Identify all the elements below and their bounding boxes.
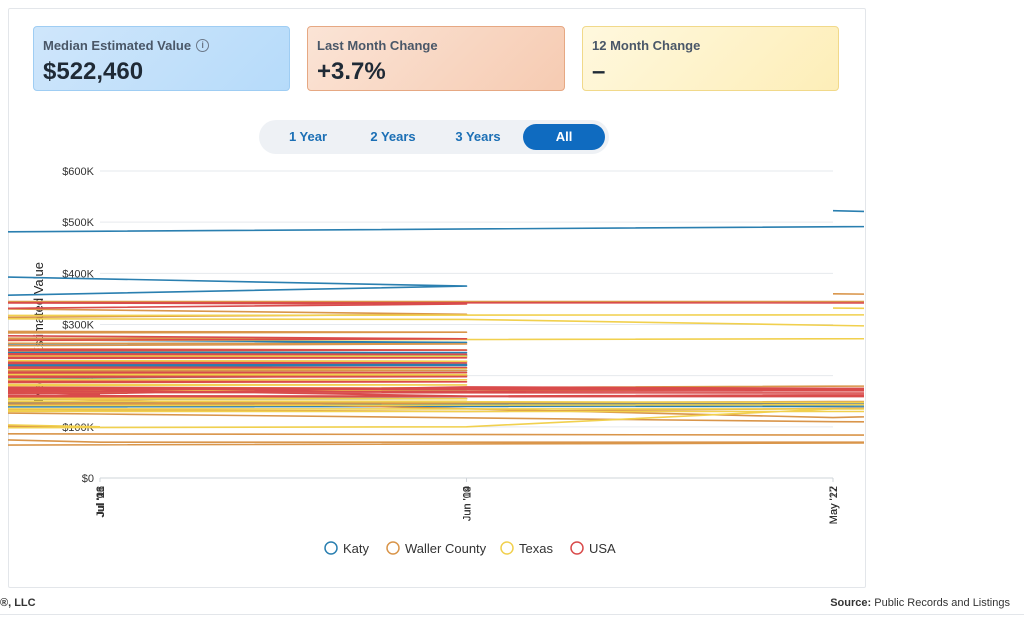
range-all-button[interactable]: All	[523, 124, 605, 150]
x-tick-label: Jul '16	[95, 486, 107, 517]
legend-label: Texas	[519, 541, 553, 556]
legend-label: USA	[589, 541, 616, 556]
range-1-year-button[interactable]: 1 Year	[288, 129, 328, 144]
grid-lines	[100, 170, 833, 479]
twelve-month-change-label: 12 Month Change	[592, 38, 701, 53]
last-month-change-label: Last Month Change	[317, 38, 438, 53]
x-tick-label: Jun '14	[462, 486, 474, 521]
bottom-divider	[0, 614, 1024, 615]
median-value-card: Median Estimated Value i $522,460	[33, 26, 290, 91]
legend: Katy Waller County Texas USA	[324, 541, 616, 556]
source-label: Source:	[830, 597, 872, 609]
y-axis-ticks: $0$100K$200K$300K$400K$500K$600K	[62, 166, 94, 485]
y-tick-label: $0	[82, 473, 94, 485]
y-tick-label: $500K	[62, 217, 94, 229]
median-value: $522,460	[43, 58, 144, 85]
y-tick-label: $400K	[62, 268, 94, 280]
last-month-change-card: Last Month Change +3.7%	[307, 26, 565, 91]
y-tick-label: $600K	[62, 166, 94, 178]
median-value-label-row: Median Estimated Value i	[43, 38, 280, 53]
legend-label: Katy	[343, 541, 370, 556]
x-tick-label: Jul '21	[95, 486, 107, 517]
info-icon[interactable]: i	[196, 39, 210, 52]
legend-swatch	[386, 541, 400, 555]
x-tick-label: May '12	[828, 486, 840, 524]
legend-item-waller-county[interactable]: Waller County	[386, 541, 487, 556]
median-value-label: Median Estimated Value	[43, 38, 192, 53]
x-tick-label: May '22	[828, 486, 840, 524]
x-axis-ticks: Jul '08Jan '09Jun '09Nov '09Apr '10Sep '…	[95, 478, 840, 524]
legend-item-texas[interactable]: Texas	[500, 541, 553, 556]
time-range-selector: 1 Year 2 Years 3 Years All	[259, 120, 609, 154]
legend-item-usa[interactable]: USA	[570, 541, 616, 556]
copyright-text: ®, LLC	[0, 597, 36, 609]
range-2-years-button[interactable]: 2 Years	[370, 129, 416, 144]
series-lines	[8, 209, 864, 449]
source-value: Public Records and Listings	[874, 597, 1010, 609]
series-line-waller-county[interactable]	[8, 293, 864, 449]
source-note: Source: Public Records and Listings	[830, 597, 1010, 609]
series-line-katy[interactable]	[8, 209, 864, 408]
legend-item-katy[interactable]: Katy	[324, 541, 370, 556]
legend-swatch	[500, 541, 514, 555]
x-tick-label: Jun '19	[462, 486, 474, 521]
x-tick-label: Jun '09	[462, 486, 474, 521]
x-tick-label: May '17	[828, 486, 840, 524]
x-tick-label: Jul '08	[95, 486, 107, 517]
twelve-month-change-card: 12 Month Change –	[582, 26, 839, 91]
line-chart: $0$100K$200K$300K$400K$500K$600K Jul '08…	[8, 166, 864, 556]
legend-swatch	[324, 541, 338, 555]
legend-swatch	[570, 541, 584, 555]
chart-panel: Median Estimated Value i $522,460 Last M…	[8, 8, 866, 588]
last-month-change-value: +3.7%	[317, 58, 386, 85]
y-tick-label: $300K	[62, 320, 94, 332]
legend-label: Waller County	[405, 541, 487, 556]
x-tick-label: Jul '11	[95, 486, 107, 517]
twelve-month-change-value: –	[592, 58, 606, 85]
range-3-years-button[interactable]: 3 Years	[455, 129, 501, 144]
